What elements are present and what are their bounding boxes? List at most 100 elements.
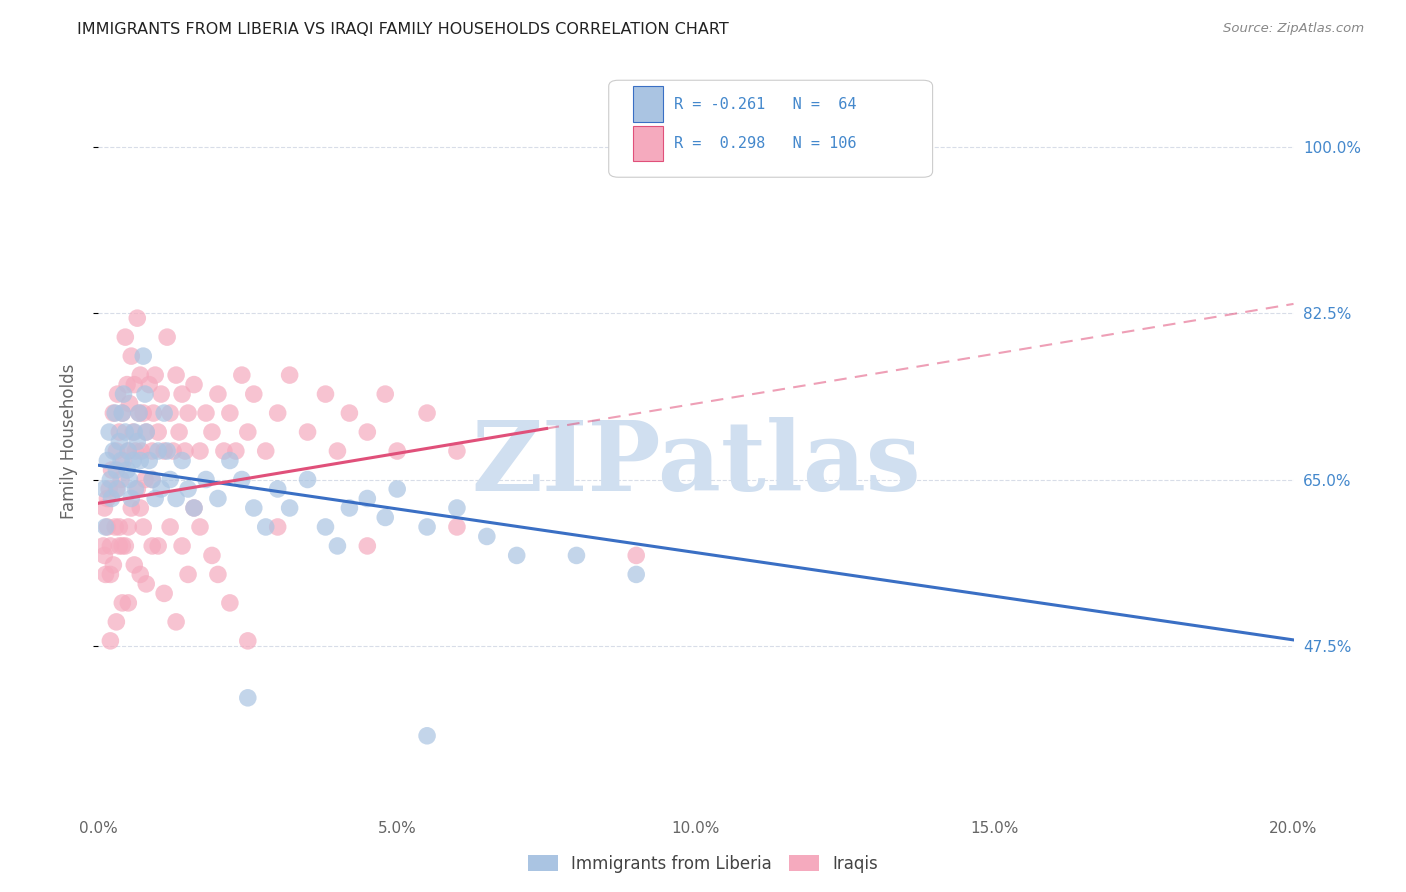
Point — [150, 387, 173, 401]
Point — [117, 520, 139, 534]
Point — [225, 444, 247, 458]
Point — [177, 482, 200, 496]
Point — [165, 368, 187, 383]
Legend: Immigrants from Liberia, Iraqis: Immigrants from Liberia, Iraqis — [522, 848, 884, 880]
Point — [172, 539, 194, 553]
Point — [105, 615, 128, 629]
Point — [104, 520, 127, 534]
Point — [127, 434, 149, 449]
Point — [326, 539, 349, 553]
Point — [115, 377, 138, 392]
Point — [105, 463, 128, 477]
Point — [212, 444, 235, 458]
Point — [124, 377, 146, 392]
Point — [108, 434, 131, 449]
Point — [297, 425, 319, 439]
Point — [131, 444, 153, 458]
Point — [124, 425, 146, 439]
Point — [98, 567, 122, 582]
Point — [111, 406, 134, 420]
Y-axis label: Family Households: Family Households — [59, 364, 77, 519]
Point — [153, 586, 176, 600]
Point — [339, 500, 361, 515]
Point — [148, 444, 170, 458]
Point — [107, 482, 129, 496]
Point — [356, 539, 378, 553]
Point — [141, 444, 163, 458]
Point — [243, 500, 266, 515]
Point — [243, 387, 266, 401]
Point — [356, 491, 378, 506]
Point — [111, 406, 134, 420]
Point — [105, 444, 128, 458]
Point — [148, 539, 170, 553]
Point — [142, 406, 165, 420]
Point — [96, 520, 118, 534]
FancyBboxPatch shape — [609, 80, 932, 178]
Point — [141, 473, 163, 487]
Point — [132, 520, 155, 534]
Point — [416, 406, 439, 420]
Point — [195, 406, 218, 420]
Point — [374, 387, 396, 401]
Point — [278, 500, 301, 515]
Point — [207, 387, 229, 401]
Text: R = -0.261   N =  64: R = -0.261 N = 64 — [675, 96, 858, 112]
Text: Source: ZipAtlas.com: Source: ZipAtlas.com — [1223, 22, 1364, 36]
Point — [254, 520, 277, 534]
Point — [129, 368, 152, 383]
Point — [207, 567, 229, 582]
Point — [315, 387, 337, 401]
Point — [219, 596, 242, 610]
Point — [110, 473, 132, 487]
Point — [91, 539, 114, 553]
Point — [188, 520, 211, 534]
Point — [231, 368, 253, 383]
Point — [195, 473, 218, 487]
Point — [103, 406, 125, 420]
Point — [219, 453, 242, 467]
FancyBboxPatch shape — [633, 87, 662, 122]
Point — [565, 549, 588, 563]
Point — [94, 520, 117, 534]
Point — [207, 491, 229, 506]
Point — [267, 520, 290, 534]
Point — [135, 425, 157, 439]
Point — [446, 500, 468, 515]
Point — [98, 473, 122, 487]
Point — [138, 453, 160, 467]
Point — [267, 406, 290, 420]
Point — [135, 425, 157, 439]
Point — [201, 549, 224, 563]
Point — [267, 482, 290, 496]
Point — [162, 444, 184, 458]
Point — [96, 453, 118, 467]
Point — [141, 539, 163, 553]
Point — [120, 491, 142, 506]
Point — [159, 520, 181, 534]
Point — [110, 453, 132, 467]
Point — [315, 520, 337, 534]
Point — [124, 482, 146, 496]
Point — [129, 567, 152, 582]
Point — [115, 463, 138, 477]
Point — [108, 425, 131, 439]
Point — [231, 473, 253, 487]
Point — [128, 406, 150, 420]
Point — [385, 444, 409, 458]
Point — [177, 567, 200, 582]
Point — [103, 444, 125, 458]
Point — [117, 444, 139, 458]
Point — [138, 377, 160, 392]
Point — [385, 482, 409, 496]
Point — [114, 330, 136, 344]
Point — [96, 491, 118, 506]
Point — [156, 330, 179, 344]
Point — [108, 539, 131, 553]
Point — [475, 529, 498, 543]
Point — [159, 473, 181, 487]
Text: IMMIGRANTS FROM LIBERIA VS IRAQI FAMILY HOUSEHOLDS CORRELATION CHART: IMMIGRANTS FROM LIBERIA VS IRAQI FAMILY … — [77, 22, 730, 37]
Point — [188, 444, 211, 458]
Point — [278, 368, 301, 383]
Point — [446, 520, 468, 534]
